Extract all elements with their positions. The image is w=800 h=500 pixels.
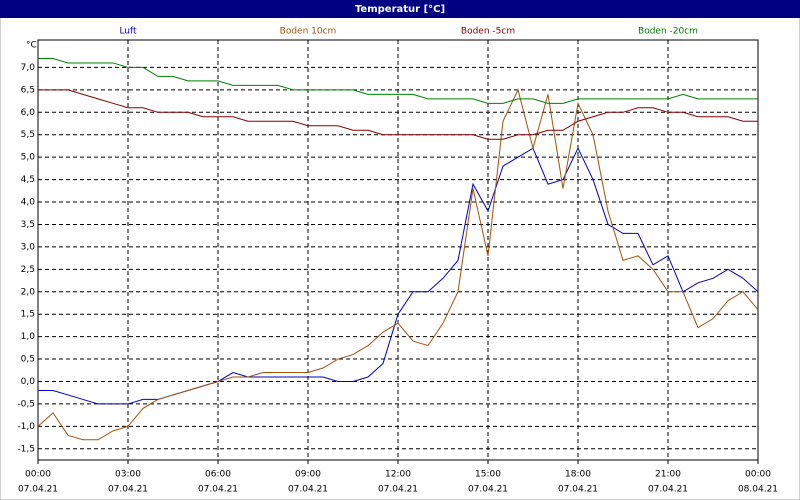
y-tick-label: 0,0 <box>21 377 36 387</box>
y-tick-label: 3,5 <box>21 220 35 230</box>
x-tick-date: 07.04.21 <box>468 485 508 495</box>
x-tick-date: 07.04.21 <box>18 485 58 495</box>
y-tick-label: 5,0 <box>21 153 36 163</box>
title-bar <box>0 0 800 18</box>
x-tick-date: 07.04.21 <box>558 485 598 495</box>
x-tick-label: 03:00 <box>115 470 141 480</box>
x-tick-label: 09:00 <box>295 470 321 480</box>
series-line <box>38 57 758 104</box>
y-tick-label: 1,0 <box>21 332 36 342</box>
series-line <box>37 88 759 441</box>
x-tick-date: 07.04.21 <box>378 485 418 495</box>
x-tick-date: 07.04.21 <box>288 485 328 495</box>
y-tick-label: 4,0 <box>21 198 36 208</box>
legend-label: Boden 10cm <box>280 27 337 37</box>
y-tick-label: -1,0 <box>17 422 35 432</box>
x-tick-date: 07.04.21 <box>198 485 238 495</box>
y-tick-label: 4,5 <box>21 175 35 185</box>
y-tick-label: 6,5 <box>21 85 35 95</box>
y-tick-label: -0,5 <box>17 399 35 409</box>
series-line <box>38 89 758 140</box>
x-tick-label: 15:00 <box>475 470 501 480</box>
y-tick-label: 5,5 <box>21 130 35 140</box>
y-tick-label: 2,0 <box>21 287 36 297</box>
x-tick-label: 00:00 <box>25 470 51 480</box>
y-tick-label: 0,5 <box>21 355 35 365</box>
chart-title: Temperatur [°C] <box>355 4 445 15</box>
legend-label: Luft <box>119 27 137 37</box>
x-tick-date: 07.04.21 <box>648 485 688 495</box>
legend-label: Boden -20cm <box>638 27 698 37</box>
y-tick-label: 3,0 <box>21 242 36 252</box>
x-tick-label: 00:00 <box>745 470 771 480</box>
x-tick-date: 08.04.21 <box>738 485 778 495</box>
legend-label: Boden -5cm <box>461 27 515 37</box>
x-tick-label: 12:00 <box>385 470 411 480</box>
x-tick-label: 06:00 <box>205 470 231 480</box>
x-tick-label: 21:00 <box>655 470 681 480</box>
x-tick-label: 18:00 <box>565 470 591 480</box>
y-axis-unit: °C <box>26 41 37 51</box>
x-tick-date: 07.04.21 <box>108 485 148 495</box>
y-tick-label: 1,5 <box>21 310 35 320</box>
y-tick-label: 6,0 <box>21 108 36 118</box>
y-tick-label: -1,5 <box>17 444 35 454</box>
y-tick-label: 7,0 <box>21 63 36 73</box>
y-tick-label: 2,5 <box>21 265 35 275</box>
